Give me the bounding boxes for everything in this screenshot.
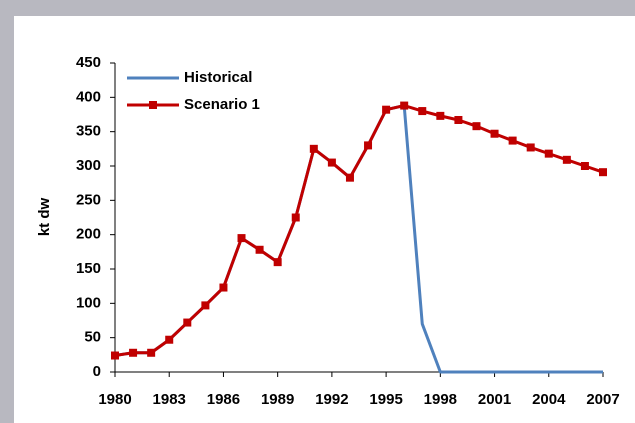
marker <box>526 143 535 152</box>
legend-marker <box>149 101 157 109</box>
marker <box>454 115 463 124</box>
marker <box>580 162 589 170</box>
marker <box>382 105 391 114</box>
x-tick-label: 2001 <box>478 391 511 408</box>
frame-top <box>0 0 635 16</box>
marker <box>129 348 138 357</box>
marker <box>418 107 427 116</box>
marker <box>327 158 336 167</box>
marker <box>201 301 210 310</box>
marker <box>562 155 571 164</box>
y-tick-label: 350 <box>76 123 101 140</box>
x-tick-label: 1980 <box>98 391 131 408</box>
marker <box>472 122 481 131</box>
y-axis-label: kt dw <box>36 198 53 237</box>
marker <box>273 258 282 267</box>
legend-label: Historical <box>184 69 252 86</box>
marker <box>490 129 499 138</box>
legend-label: Scenario 1 <box>184 96 260 113</box>
y-tick-label: 450 <box>76 54 101 71</box>
y-tick-label: 300 <box>76 157 101 174</box>
y-tick-label: 50 <box>84 329 101 346</box>
series-line <box>114 104 604 358</box>
frame-left <box>0 0 14 423</box>
marker <box>165 335 174 344</box>
y-tick-label: 150 <box>76 260 101 277</box>
marker <box>400 101 409 110</box>
marker <box>345 173 354 182</box>
x-tick-label: 1998 <box>424 391 457 408</box>
marker <box>544 149 553 158</box>
chart-area <box>14 16 635 423</box>
y-tick-label: 0 <box>93 363 101 380</box>
y-tick-label: 250 <box>76 191 101 208</box>
y-tick-label: 400 <box>76 88 101 105</box>
marker <box>364 141 373 150</box>
marker <box>183 318 192 327</box>
x-tick-label: 2007 <box>586 391 619 408</box>
x-tick-label: 1986 <box>207 391 240 408</box>
marker <box>237 234 246 243</box>
marker <box>219 283 228 292</box>
y-tick-label: 200 <box>76 226 101 243</box>
marker <box>309 144 318 153</box>
marker <box>436 111 445 120</box>
marker <box>147 348 156 357</box>
marker <box>111 351 119 360</box>
x-tick-label: 1983 <box>153 391 186 408</box>
marker <box>508 136 517 145</box>
x-tick-label: 1989 <box>261 391 294 408</box>
x-tick-label: 1992 <box>315 391 348 408</box>
y-tick-label: 100 <box>76 294 101 311</box>
marker <box>599 168 607 177</box>
marker <box>291 213 300 222</box>
marker <box>255 245 264 254</box>
x-tick-label: 1995 <box>369 391 402 408</box>
x-tick-label: 2004 <box>532 391 566 408</box>
